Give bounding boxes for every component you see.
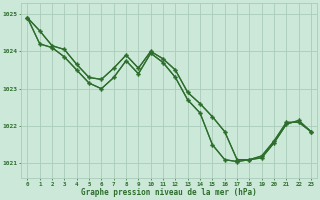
X-axis label: Graphe pression niveau de la mer (hPa): Graphe pression niveau de la mer (hPa) (81, 188, 257, 197)
